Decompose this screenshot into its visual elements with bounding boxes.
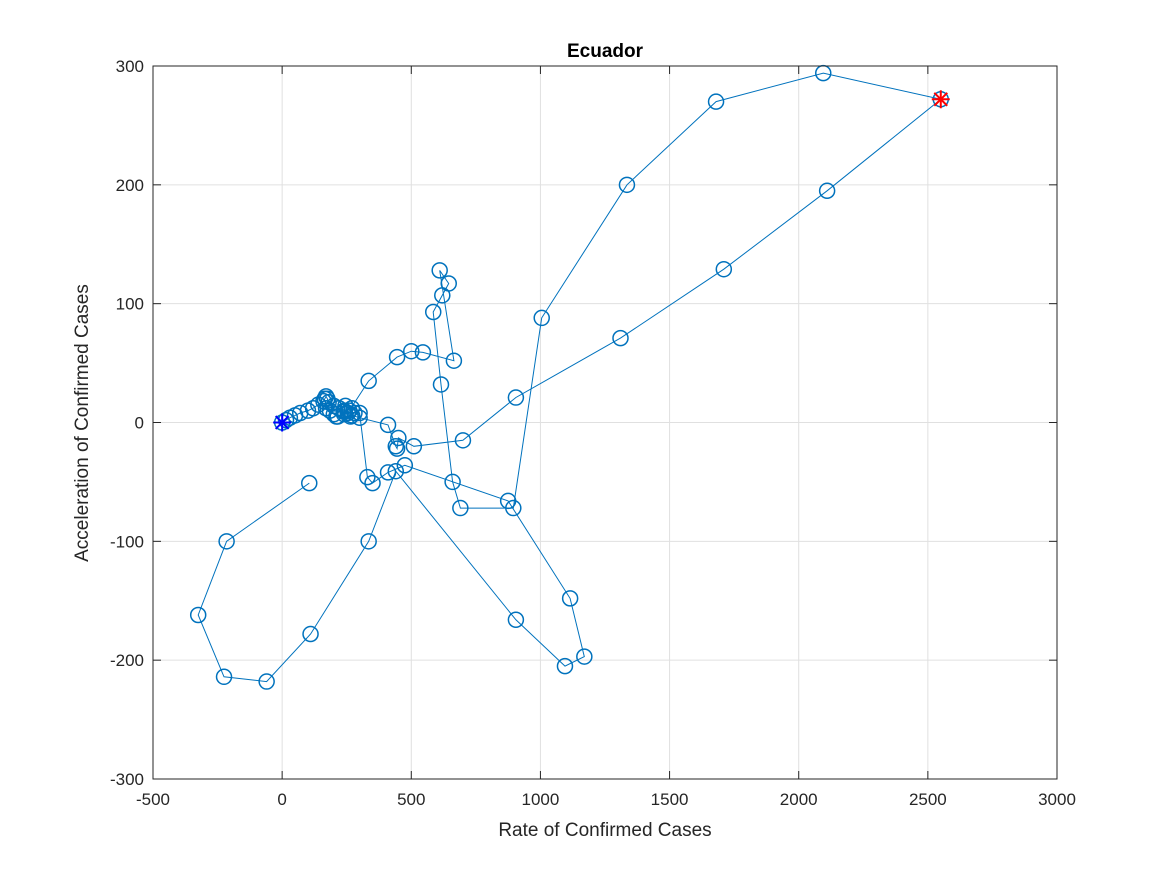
data-point <box>424 303 442 321</box>
x-tick-label: 500 <box>397 790 425 809</box>
data-layer <box>189 64 950 690</box>
y-tick-label: -100 <box>110 532 144 551</box>
data-point <box>405 438 423 455</box>
y-tick-label: 100 <box>116 295 144 314</box>
data-point <box>556 657 574 675</box>
data-point <box>576 648 593 665</box>
data-point <box>387 438 405 455</box>
data-point <box>346 404 363 422</box>
data-point <box>444 473 461 491</box>
data-point <box>218 533 235 550</box>
data-point <box>403 342 420 360</box>
data-point <box>359 468 376 486</box>
x-tick-label: 0 <box>277 790 286 809</box>
start-marker <box>273 413 292 432</box>
data-point <box>414 344 432 361</box>
data-point <box>258 673 275 690</box>
data-point <box>561 590 579 607</box>
data-point <box>499 492 517 510</box>
y-axis-title: Acceleration of Confirmed Cases <box>72 284 93 562</box>
data-point <box>507 611 525 629</box>
x-tick-label: 3000 <box>1038 790 1076 809</box>
data-point <box>379 464 397 481</box>
data-point <box>360 533 377 550</box>
data-point <box>396 457 414 474</box>
data-point <box>818 182 836 200</box>
data-point <box>431 262 448 279</box>
x-axis-title: Rate of Confirmed Cases <box>498 820 711 841</box>
data-point <box>715 260 733 278</box>
data-point <box>452 499 469 517</box>
data-point <box>507 389 525 406</box>
data-point <box>387 462 405 480</box>
data-point <box>454 432 472 449</box>
data-point <box>612 329 629 347</box>
tick-layer: -500 0 500 1000 1500 2000 2500 3000-300-200-100… <box>110 57 1076 809</box>
data-point <box>445 352 463 369</box>
x-tick-label: -500 <box>136 790 170 809</box>
data-point <box>301 474 318 492</box>
end-marker <box>931 90 950 109</box>
y-tick-label: -200 <box>110 651 144 670</box>
data-point <box>707 93 725 110</box>
y-tick-label: -300 <box>110 770 144 789</box>
x-tick-label: 1500 <box>651 790 689 809</box>
x-tick-label: 1000 <box>522 790 560 809</box>
data-point <box>432 376 450 393</box>
data-point <box>388 440 406 457</box>
data-point <box>215 668 233 686</box>
data-point <box>302 625 319 643</box>
x-tick-label: 2500 <box>909 790 947 809</box>
y-tick-label: 300 <box>116 57 144 76</box>
x-tick-label: 2000 <box>780 790 818 809</box>
data-point <box>533 309 550 327</box>
data-point <box>390 429 407 447</box>
end-marker-stroke <box>933 92 948 107</box>
chart-title: Ecuador <box>567 41 644 62</box>
data-point <box>618 176 636 194</box>
data-point <box>189 606 207 624</box>
data-point <box>360 372 377 390</box>
y-tick-label: 0 <box>135 414 144 433</box>
data-point <box>364 474 381 492</box>
start-marker-stroke <box>274 415 290 430</box>
data-point <box>325 405 343 423</box>
data-point <box>379 416 397 434</box>
data-point <box>351 404 368 422</box>
data-point <box>388 348 406 366</box>
y-tick-label: 200 <box>116 176 144 195</box>
data-point <box>440 275 457 292</box>
